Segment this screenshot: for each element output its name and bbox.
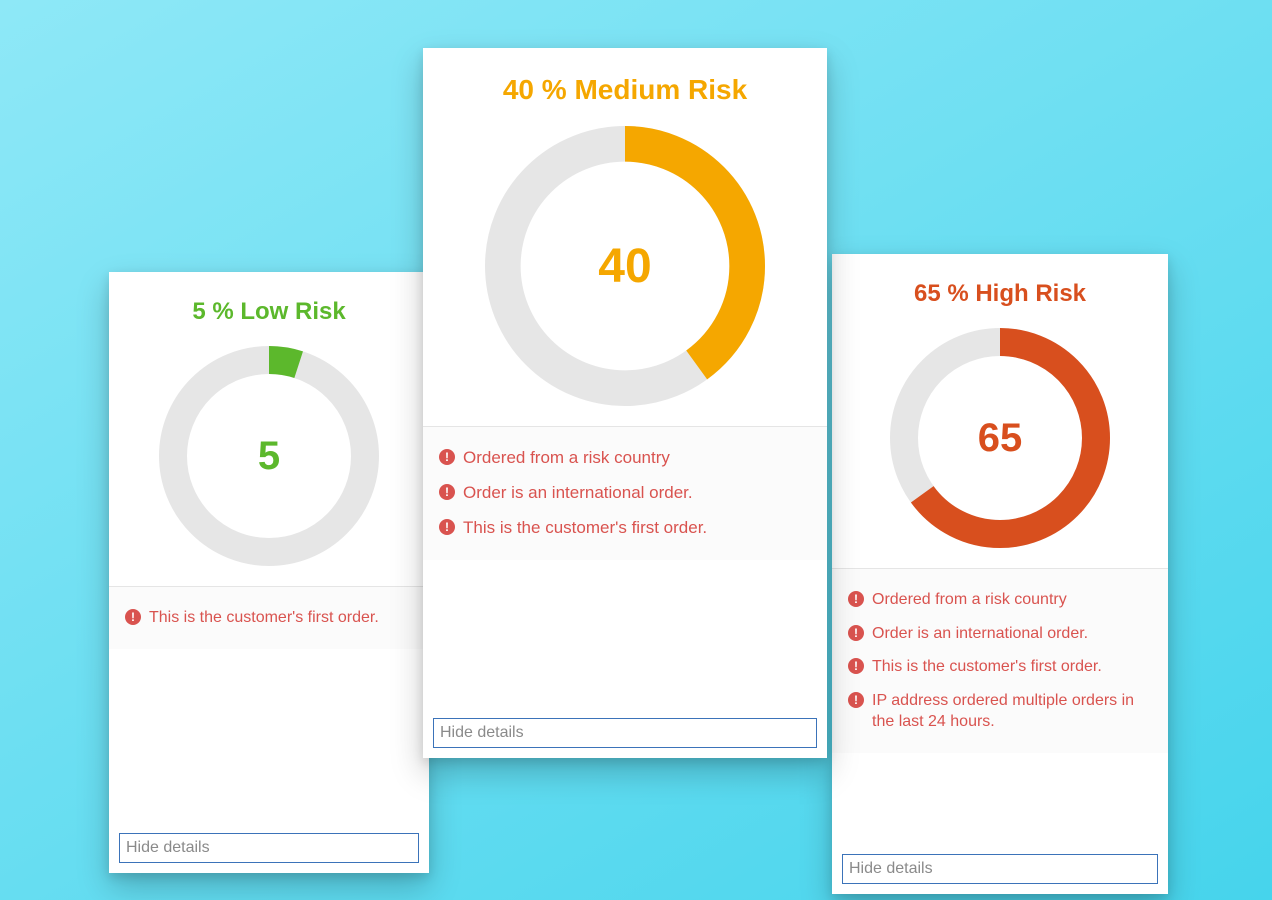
alert-icon: !	[848, 625, 864, 641]
donut-wrap-medium: 40	[423, 116, 827, 426]
spacer	[109, 649, 429, 833]
canvas: 5 % Low Risk 5 ! This is the customer's f…	[0, 0, 1272, 900]
alert-icon: !	[848, 692, 864, 708]
detail-item: ! Ordered from a risk country	[439, 441, 811, 476]
detail-item: ! This is the customer's first order.	[125, 601, 413, 635]
details-panel-medium: ! Ordered from a risk country! Order is an…	[423, 426, 827, 560]
donut-wrap-low: 5	[109, 336, 429, 586]
risk-card-high: 65 % High Risk 65 ! Ordered from a risk c…	[832, 254, 1168, 894]
hide-row-high	[832, 854, 1168, 894]
donut-center-medium: 40	[485, 126, 765, 406]
hide-row-medium	[423, 718, 827, 758]
detail-item: ! IP address ordered multiple orders in t…	[848, 684, 1152, 739]
detail-text: IP address ordered multiple orders in th…	[872, 690, 1152, 733]
hide-details-input-low[interactable]	[119, 833, 419, 863]
detail-item: ! This is the customer's first order.	[439, 511, 811, 546]
risk-title-medium: 40 % Medium Risk	[423, 48, 827, 116]
alert-icon: !	[848, 591, 864, 607]
detail-text: This is the customer's first order.	[872, 656, 1152, 678]
donut-center-low: 5	[159, 346, 379, 566]
donut-high: 65	[890, 328, 1110, 548]
spacer	[423, 560, 827, 718]
hide-row-low	[109, 833, 429, 873]
alert-icon: !	[439, 519, 455, 535]
alert-icon: !	[848, 658, 864, 674]
alert-icon: !	[439, 449, 455, 465]
alert-icon: !	[125, 609, 141, 625]
details-panel-high: ! Ordered from a risk country! Order is an…	[832, 568, 1168, 753]
detail-text: Ordered from a risk country	[872, 589, 1152, 611]
detail-item: ! Ordered from a risk country	[848, 583, 1152, 617]
alert-icon: !	[439, 484, 455, 500]
spacer	[832, 753, 1168, 854]
risk-title-high: 65 % High Risk	[832, 254, 1168, 318]
detail-text: This is the customer's first order.	[463, 517, 811, 540]
detail-text: Ordered from a risk country	[463, 447, 811, 470]
detail-text: Order is an international order.	[872, 623, 1152, 645]
detail-text: This is the customer's first order.	[149, 607, 413, 629]
detail-item: ! This is the customer's first order.	[848, 650, 1152, 684]
detail-item: ! Order is an international order.	[848, 617, 1152, 651]
donut-low: 5	[159, 346, 379, 566]
donut-wrap-high: 65	[832, 318, 1168, 568]
risk-card-medium: 40 % Medium Risk 40 ! Ordered from a risk…	[423, 48, 827, 758]
risk-title-low: 5 % Low Risk	[109, 272, 429, 336]
details-panel-low: ! This is the customer's first order.	[109, 586, 429, 649]
detail-item: ! Order is an international order.	[439, 476, 811, 511]
detail-text: Order is an international order.	[463, 482, 811, 505]
donut-medium: 40	[485, 126, 765, 406]
hide-details-input-high[interactable]	[842, 854, 1158, 884]
risk-card-low: 5 % Low Risk 5 ! This is the customer's f…	[109, 272, 429, 873]
donut-center-high: 65	[890, 328, 1110, 548]
hide-details-input-medium[interactable]	[433, 718, 817, 748]
